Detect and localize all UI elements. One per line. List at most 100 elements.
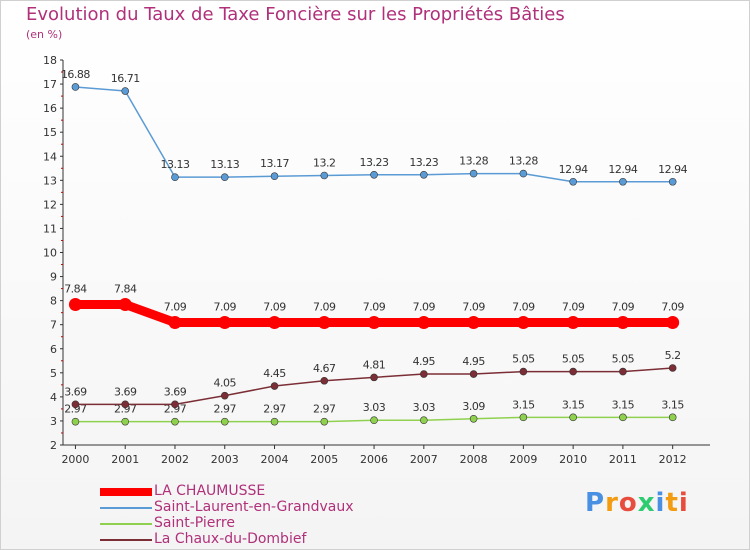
data-label: 5.2	[665, 349, 681, 362]
data-label: 13.17	[260, 157, 289, 170]
data-label: 7.09	[512, 301, 535, 314]
data-point	[270, 417, 279, 426]
legend-item: Saint-Pierre	[100, 515, 420, 532]
data-point	[519, 367, 528, 376]
data-point	[519, 169, 528, 178]
data-label: 3.09	[462, 400, 485, 413]
legend-item: La Chaux-du-Dombief	[100, 531, 420, 548]
logo-letter: o	[618, 488, 638, 518]
data-label: 4.95	[462, 355, 485, 368]
data-label: 13.13	[160, 158, 189, 171]
data-point	[668, 364, 677, 372]
data-point	[616, 316, 630, 330]
data-label: 7.09	[661, 301, 684, 314]
y-tick-label: 18	[43, 54, 57, 67]
y-tick-label: 9	[50, 271, 57, 284]
x-tick-label: 2007	[410, 453, 438, 466]
x-tick-label: 2008	[460, 453, 488, 466]
y-tick-label: 5	[50, 367, 57, 380]
y-tick-label: 15	[43, 126, 57, 139]
data-point	[320, 417, 329, 426]
data-point	[417, 316, 431, 330]
data-point	[121, 400, 130, 409]
data-label: 7.09	[462, 301, 485, 314]
data-point	[566, 316, 580, 330]
data-label: 3.15	[612, 398, 635, 411]
x-tick-label: 2006	[360, 453, 388, 466]
data-point	[668, 177, 677, 186]
data-label: 13.13	[210, 158, 239, 171]
x-tick-label: 2002	[161, 453, 189, 466]
y-tick-label: 13	[43, 174, 57, 187]
data-point	[220, 391, 229, 400]
data-point	[121, 417, 130, 426]
x-tick-label: 2000	[61, 453, 89, 466]
logo-letter: x	[637, 488, 656, 518]
legend-swatch	[100, 539, 152, 541]
x-tick-label: 2010	[559, 453, 587, 466]
data-point	[370, 416, 378, 425]
data-label: 13.28	[459, 155, 488, 168]
data-point	[619, 367, 627, 376]
series-la-chaumusse: 7.84 7.84 7.09 7.09 7.09 7.09 7.09 7.09 7.09 7.09…	[64, 282, 685, 330]
data-label: 7.09	[263, 301, 286, 314]
legend-swatch	[100, 488, 152, 496]
data-label: 16.88	[61, 68, 90, 81]
y-tick-label: 17	[43, 78, 57, 91]
data-label: 2.97	[313, 403, 336, 416]
logo-letter: i	[655, 488, 666, 518]
data-label: 3.69	[164, 385, 187, 398]
data-point	[420, 416, 428, 425]
proxiti-logo: Proxiti	[585, 488, 689, 518]
data-label: 12.94	[658, 163, 687, 176]
data-point	[619, 177, 627, 186]
series-saint-pierre: 2.97 2.97 2.97 2.97 2.97 2.97 3.03 3.03 3.09 3.15…	[64, 398, 685, 426]
legend-item: Saint-Laurent-en-Grandvaux	[100, 499, 420, 516]
data-point	[118, 297, 132, 311]
data-point	[370, 373, 378, 382]
data-point	[270, 382, 279, 390]
y-tick-label: 4	[50, 391, 57, 404]
data-label: 4.45	[263, 367, 286, 380]
y-tick-label: 8	[50, 295, 57, 308]
data-label: 3.15	[661, 398, 684, 411]
legend-label: La Chaux-du-Dombief	[154, 531, 307, 547]
data-point	[420, 370, 428, 378]
chart-legend: LA CHAUMUSSE Saint-Laurent-en-Grandvaux Sa…	[100, 483, 420, 548]
data-point	[218, 316, 232, 330]
data-point	[467, 316, 481, 330]
y-tick-label: 2	[50, 439, 57, 452]
x-tick-label: 2005	[310, 453, 338, 466]
data-label: 7.09	[612, 301, 635, 314]
y-tick-label: 3	[50, 415, 57, 428]
data-point	[469, 370, 478, 378]
legend-item: LA CHAUMUSSE	[100, 483, 420, 500]
data-label: 4.05	[214, 377, 237, 390]
data-point	[569, 177, 577, 186]
data-label: 2.97	[263, 403, 286, 416]
y-tick-label: 11	[43, 222, 57, 235]
legend-label: LA CHAUMUSSE	[154, 483, 266, 499]
data-label: 7.84	[64, 282, 87, 295]
data-point	[619, 413, 627, 422]
data-label: 4.67	[313, 362, 336, 375]
data-point	[320, 171, 329, 180]
data-point	[71, 400, 80, 409]
data-point	[370, 170, 378, 179]
data-label: 4.81	[363, 358, 386, 371]
data-point	[516, 316, 530, 330]
data-label: 3.15	[512, 398, 535, 411]
data-point	[171, 173, 179, 181]
data-point	[317, 316, 331, 330]
data-label: 7.84	[114, 282, 137, 295]
data-label: 5.05	[612, 353, 635, 366]
data-point	[268, 316, 282, 330]
legend-label: Saint-Laurent-en-Grandvaux	[154, 499, 354, 515]
data-label: 16.71	[111, 72, 140, 85]
y-tick-label: 16	[43, 102, 57, 115]
data-label: 3.69	[114, 385, 137, 398]
data-label: 12.94	[559, 163, 588, 176]
data-label: 7.09	[413, 301, 436, 314]
data-label: 2.97	[214, 403, 237, 416]
chart-subtitle: (en %)	[26, 28, 63, 41]
